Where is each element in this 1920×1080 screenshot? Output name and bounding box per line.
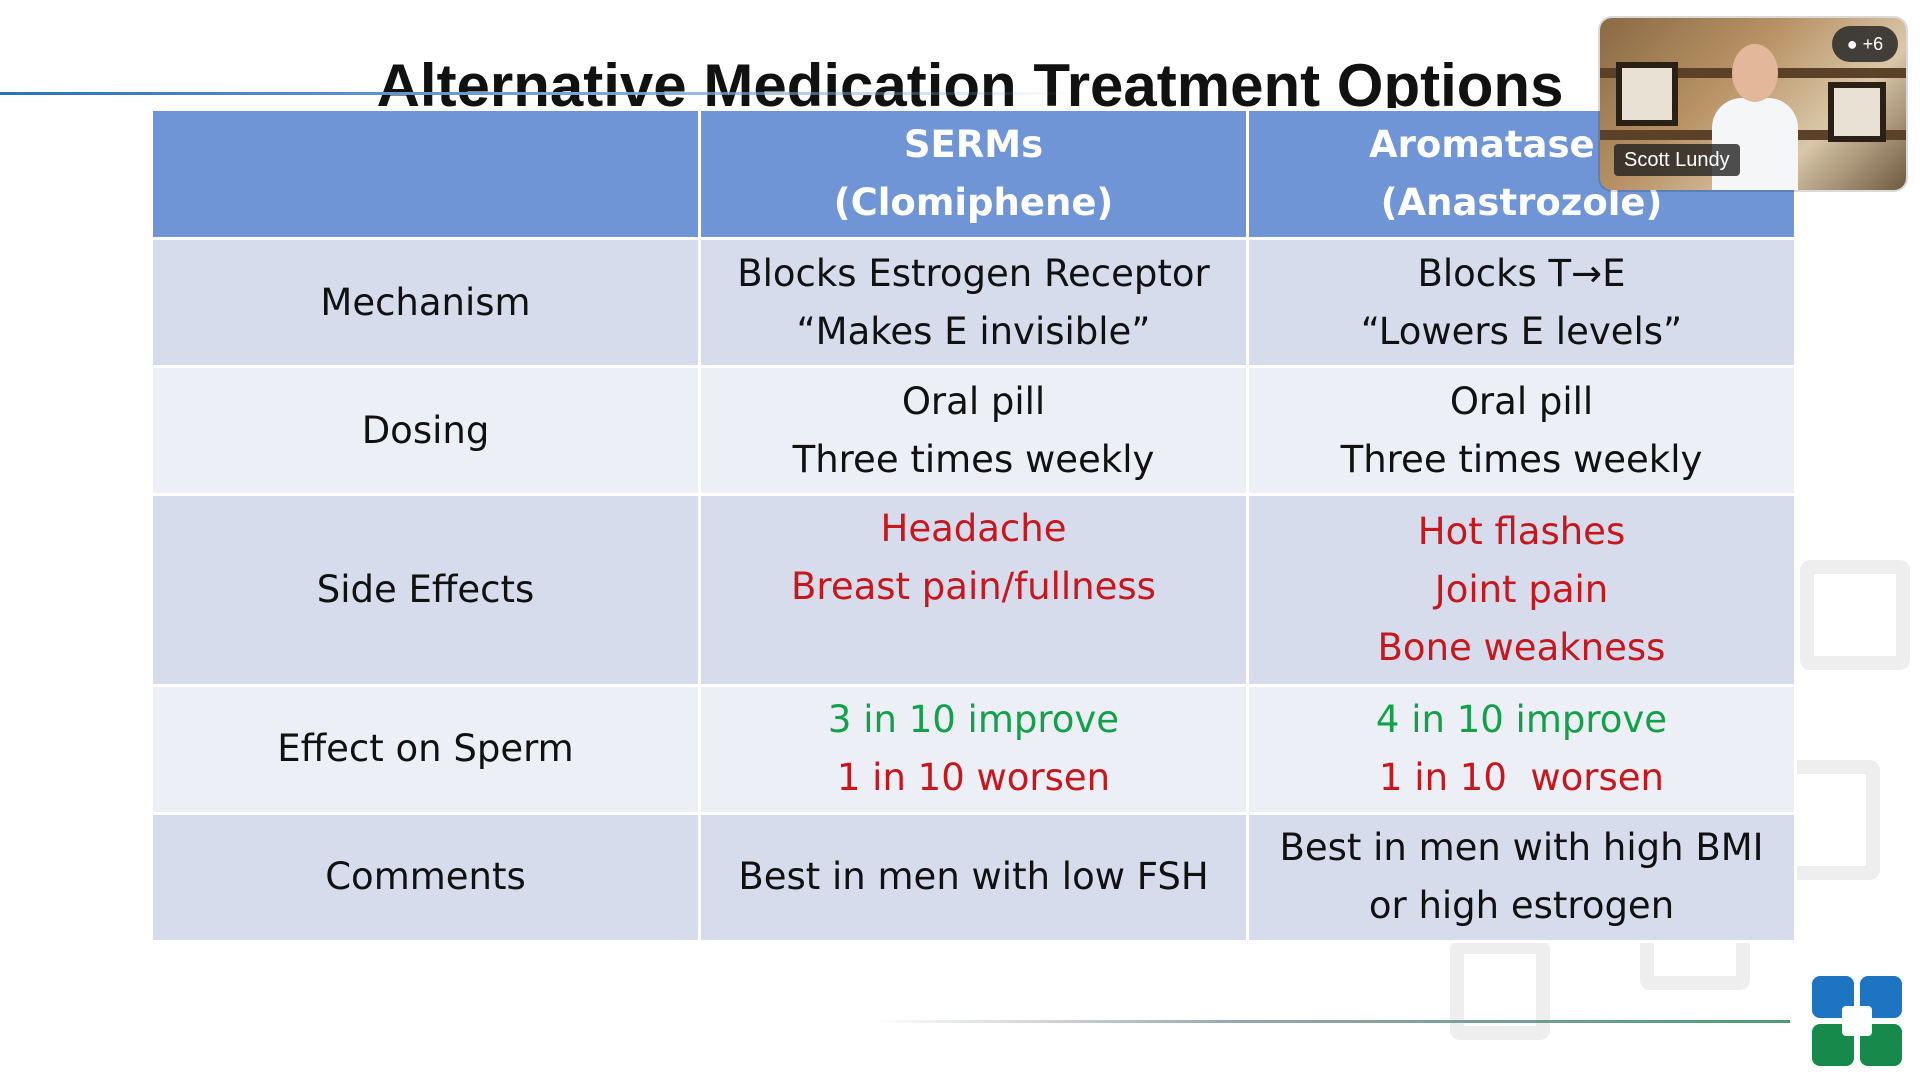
cell-line: 4 in 10 improve xyxy=(1375,698,1668,742)
row-label: Comments xyxy=(150,811,701,944)
cell-line: Oral pill xyxy=(1449,379,1594,423)
ai-cell: 4 in 10 improve 1 in 10 worsen xyxy=(1246,683,1797,815)
cell-line: Oral pill xyxy=(901,379,1046,423)
ai-cell: Blocks T→E “Lowers E levels” xyxy=(1246,236,1797,369)
person-icon: ● xyxy=(1846,34,1858,54)
table-row-effect-on-sperm: Effect on Sperm 3 in 10 improve 1 in 10 … xyxy=(150,683,1797,815)
header-line: (Clomiphene) xyxy=(833,181,1114,224)
cell-line: Best in men with high BMI xyxy=(1279,826,1764,870)
footer-rule xyxy=(870,1020,1790,1023)
table-header-row: SERMs (Clomiphene) Aromatase Inh (Anastr… xyxy=(150,108,1797,240)
background-decor xyxy=(1450,940,1550,1040)
participant-name-tag: Scott Lundy xyxy=(1614,144,1740,176)
cell-line: or high estrogen xyxy=(1368,884,1675,928)
row-label: Dosing xyxy=(150,365,701,497)
cell-line: Breast pain/fullness xyxy=(791,565,1156,609)
video-background-frame xyxy=(1828,82,1886,142)
row-label: Side Effects xyxy=(150,493,701,687)
clinic-logo-icon xyxy=(1812,976,1904,1068)
serm-cell: Best in men with low FSH xyxy=(698,811,1249,944)
speaker-video-tile[interactable]: ● +6 Scott Lundy xyxy=(1600,18,1906,190)
cell-line: 3 in 10 improve xyxy=(827,698,1120,742)
cell-line: 1 in 10 worsen xyxy=(836,756,1111,800)
header-line: SERMs xyxy=(903,123,1044,166)
cell-line: Bone weakness xyxy=(1377,625,1666,669)
cell-line: Joint pain xyxy=(1434,567,1609,611)
table-row-dosing: Dosing Oral pill Three times weekly Oral… xyxy=(150,365,1797,497)
cell-line: Hot flashes xyxy=(1417,509,1626,553)
serm-cell: 3 in 10 improve 1 in 10 worsen xyxy=(698,683,1249,815)
cell-line: Three times weekly xyxy=(792,437,1155,481)
ai-cell: Oral pill Three times weekly xyxy=(1246,365,1797,497)
cell-line: 1 in 10 worsen xyxy=(1379,756,1664,800)
cell-line: Three times weekly xyxy=(1340,437,1703,481)
cell-line: “Makes E invisible” xyxy=(796,309,1151,353)
table-row-side-effects: Side Effects Headache Breast pain/fullne… xyxy=(150,493,1797,687)
cell-line: Blocks T→E xyxy=(1417,251,1626,295)
table-row-mechanism: Mechanism Blocks Estrogen Receptor “Make… xyxy=(150,236,1797,369)
background-decor xyxy=(1800,560,1910,670)
cell-line: Blocks Estrogen Receptor xyxy=(737,251,1210,295)
serm-cell: Oral pill Three times weekly xyxy=(698,365,1249,497)
slide-title: Alternative Medication Treatment Options xyxy=(376,52,1564,120)
participants-badge[interactable]: ● +6 xyxy=(1832,26,1898,62)
cell-line: Headache xyxy=(880,507,1067,551)
row-label: Mechanism xyxy=(150,236,701,369)
title-underline xyxy=(0,92,1080,95)
header-empty-cell xyxy=(150,108,701,240)
header-serms: SERMs (Clomiphene) xyxy=(698,108,1249,240)
treatment-comparison-table: SERMs (Clomiphene) Aromatase Inh (Anastr… xyxy=(150,108,1797,944)
serm-cell: Headache Breast pain/fullness xyxy=(698,493,1249,687)
table-row-comments: Comments Best in men with low FSH Best i… xyxy=(150,811,1797,944)
cell-line: “Lowers E levels” xyxy=(1360,309,1683,353)
cell-line: Best in men with low FSH xyxy=(738,855,1209,899)
ai-cell: Best in men with high BMI or high estrog… xyxy=(1246,811,1797,944)
row-label: Effect on Sperm xyxy=(150,683,701,815)
ai-cell: Hot flashes Joint pain Bone weakness xyxy=(1246,493,1797,687)
participants-count: +6 xyxy=(1862,34,1884,54)
video-background-frame xyxy=(1616,62,1678,126)
serm-cell: Blocks Estrogen Receptor “Makes E invisi… xyxy=(698,236,1249,369)
